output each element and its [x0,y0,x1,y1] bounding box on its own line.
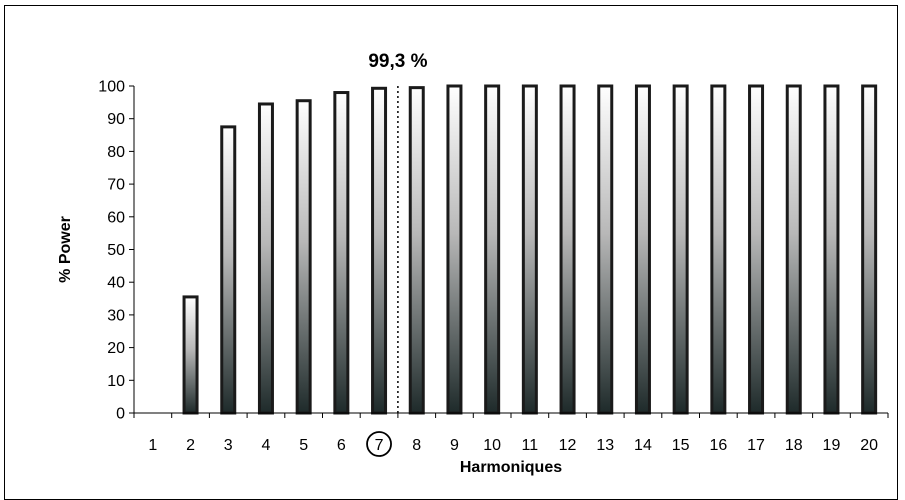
bar [521,84,538,415]
bar [785,84,802,415]
x-tick-label: 3 [224,437,233,454]
y-tick-label: 0 [116,406,125,423]
x-axis-title: Harmoniques [460,459,562,476]
x-tick-label: 18 [785,437,803,454]
y-tick-label: 60 [107,209,125,226]
y-tick-label: 20 [107,340,125,357]
x-tick-label: 11 [522,437,539,454]
x-tick-label: 13 [596,437,614,454]
x-tick-label: 5 [299,437,308,454]
bar [748,84,765,415]
x-tick-label: 20 [860,437,878,454]
bar [597,84,614,415]
x-axis-ticks: 1 2 3 4 5 6 7 8 9 10 11 12 13 14 15 16 17 18 19 20 [133,413,889,454]
bar [295,99,312,415]
x-tick-label: 4 [261,437,270,454]
bar-series [182,84,878,415]
bar [861,84,878,415]
x-tick-label: 2 [186,437,195,454]
y-tick-label: 30 [107,307,125,324]
x-tick-label: 8 [412,437,421,454]
y-tick-label: 80 [107,144,125,161]
bar [182,295,199,415]
x-tick-label: 15 [672,437,690,454]
y-tick-label: 100 [98,79,125,96]
bar [220,125,237,415]
x-tick-label: 14 [634,437,652,454]
y-axis-title: % Power [57,216,74,283]
bar [333,91,350,415]
bar [446,84,463,415]
x-tick-label: 17 [747,437,765,454]
x-tick-label: 6 [337,437,346,454]
bar [257,102,274,415]
x-tick-label: 12 [559,437,577,454]
x-tick-label: 7 [375,437,384,454]
x-tick-label: 10 [483,437,501,454]
bar [408,86,425,415]
bar [710,84,727,415]
x-tick-label: 19 [823,437,841,454]
x-tick-label: 16 [709,437,727,454]
highlight-circle [366,431,392,457]
x-tick-label: 1 [148,437,157,454]
annotation-label: 99,3 % [368,51,427,72]
bar [672,84,689,415]
x-tick-label: 9 [450,437,459,454]
y-tick-label: 40 [107,275,125,292]
y-tick-label: 90 [107,111,125,128]
y-axis-ticks: 0 10 20 30 40 50 60 70 80 90 100 [98,79,134,423]
y-tick-label: 10 [107,373,125,390]
bar [484,84,501,415]
bar [823,84,840,415]
y-tick-label: 70 [107,177,125,194]
bar [559,84,576,415]
bar [371,86,388,415]
y-tick-label: 50 [107,242,125,259]
bar [634,84,651,415]
